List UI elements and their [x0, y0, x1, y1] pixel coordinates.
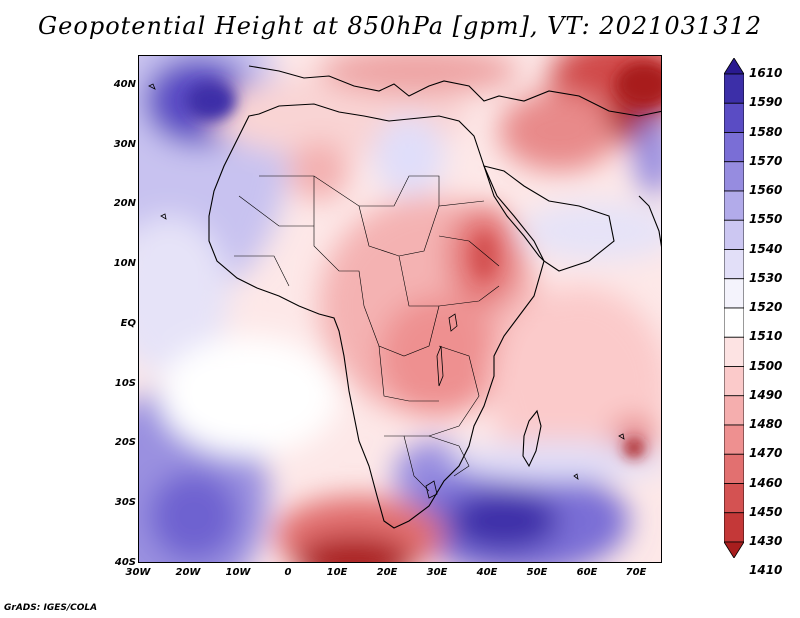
colorbar-label: 1450 [749, 504, 783, 519]
colorbar-label: 1510 [749, 329, 783, 344]
lon-label-70e: 70E [625, 567, 647, 578]
lon-label-30w: 30W [125, 567, 151, 578]
colorbar-top-triangle [724, 58, 744, 75]
lat-label-20s: 20S [114, 437, 136, 448]
colorbar-label: 1610 [749, 66, 783, 80]
colorbar-label: 1480 [749, 417, 783, 431]
lon-label-60e: 60E [576, 567, 598, 578]
lat-label-30s: 30S [114, 497, 136, 508]
colorbar-cell [724, 336, 744, 367]
colorbar-cell [724, 219, 744, 250]
colorbar-cell [724, 132, 744, 163]
colorbar-label: 1540 [749, 241, 783, 256]
lat-label-20n: 20N [113, 198, 136, 209]
lat-label-30n: 30N [113, 139, 136, 150]
colorbar-label: 1550 [749, 212, 783, 227]
lon-label-0: 0 [284, 567, 292, 578]
colorbar [724, 58, 744, 558]
map-panel[interactable] [138, 55, 662, 563]
colorbar-label: 1470 [749, 446, 783, 461]
map-title: Geopotential Height at 850hPa [gpm], VT:… [38, 12, 762, 40]
colorbar-cell [724, 249, 744, 280]
lon-label-20w: 20W [175, 567, 201, 578]
lat-label-eq: EQ [120, 318, 136, 329]
colorbar-label: 1530 [749, 270, 783, 285]
colorbar-cell [724, 424, 744, 455]
lat-label-10n: 10N [113, 258, 136, 269]
lon-label-10w: 10W [225, 567, 251, 578]
colorbar-bottom-triangle [724, 541, 744, 558]
lon-label-40e: 40E [476, 567, 498, 578]
colorbar-label: 1410 [749, 563, 783, 578]
colorbar-label: 1490 [749, 387, 783, 402]
colorbar-cell [724, 102, 744, 133]
colorbar-label: 1430 [749, 534, 783, 548]
height-field [139, 56, 661, 562]
borders [234, 175, 500, 492]
coastlines [208, 65, 661, 529]
colorbar-cell [724, 161, 744, 192]
colorbar-label: 1500 [749, 358, 783, 373]
map-svg [139, 56, 661, 562]
colorbar-label: 1580 [749, 124, 783, 139]
colorbar-cell [724, 366, 744, 397]
lon-label-20e: 20E [376, 567, 398, 578]
colorbar-label: 1570 [749, 153, 783, 168]
grads-credit: GrADS: IGES/COLA [4, 603, 98, 613]
colorbar-cell [724, 278, 744, 309]
colorbar-label: 1460 [749, 475, 783, 490]
colorbar-cell [724, 453, 744, 484]
colorbar-cell [724, 512, 744, 543]
lon-label-10e: 10E [326, 567, 348, 578]
colorbar-label: 1520 [749, 300, 783, 314]
colorbar-cell [724, 190, 744, 221]
colorbar-cell [724, 307, 744, 338]
colorbar-cell [724, 73, 744, 104]
lon-label-50e: 50E [526, 567, 548, 578]
colorbar-cell [724, 483, 744, 514]
colorbar-label: 1590 [749, 95, 783, 110]
lat-label-10s: 10S [114, 378, 136, 389]
colorbar-label: 1560 [749, 183, 783, 197]
lat-label-40s: 40S [114, 557, 136, 568]
colorbar-cell [724, 395, 744, 426]
lon-label-30e: 30E [426, 567, 448, 578]
lat-label-40n: 40N [113, 79, 136, 90]
